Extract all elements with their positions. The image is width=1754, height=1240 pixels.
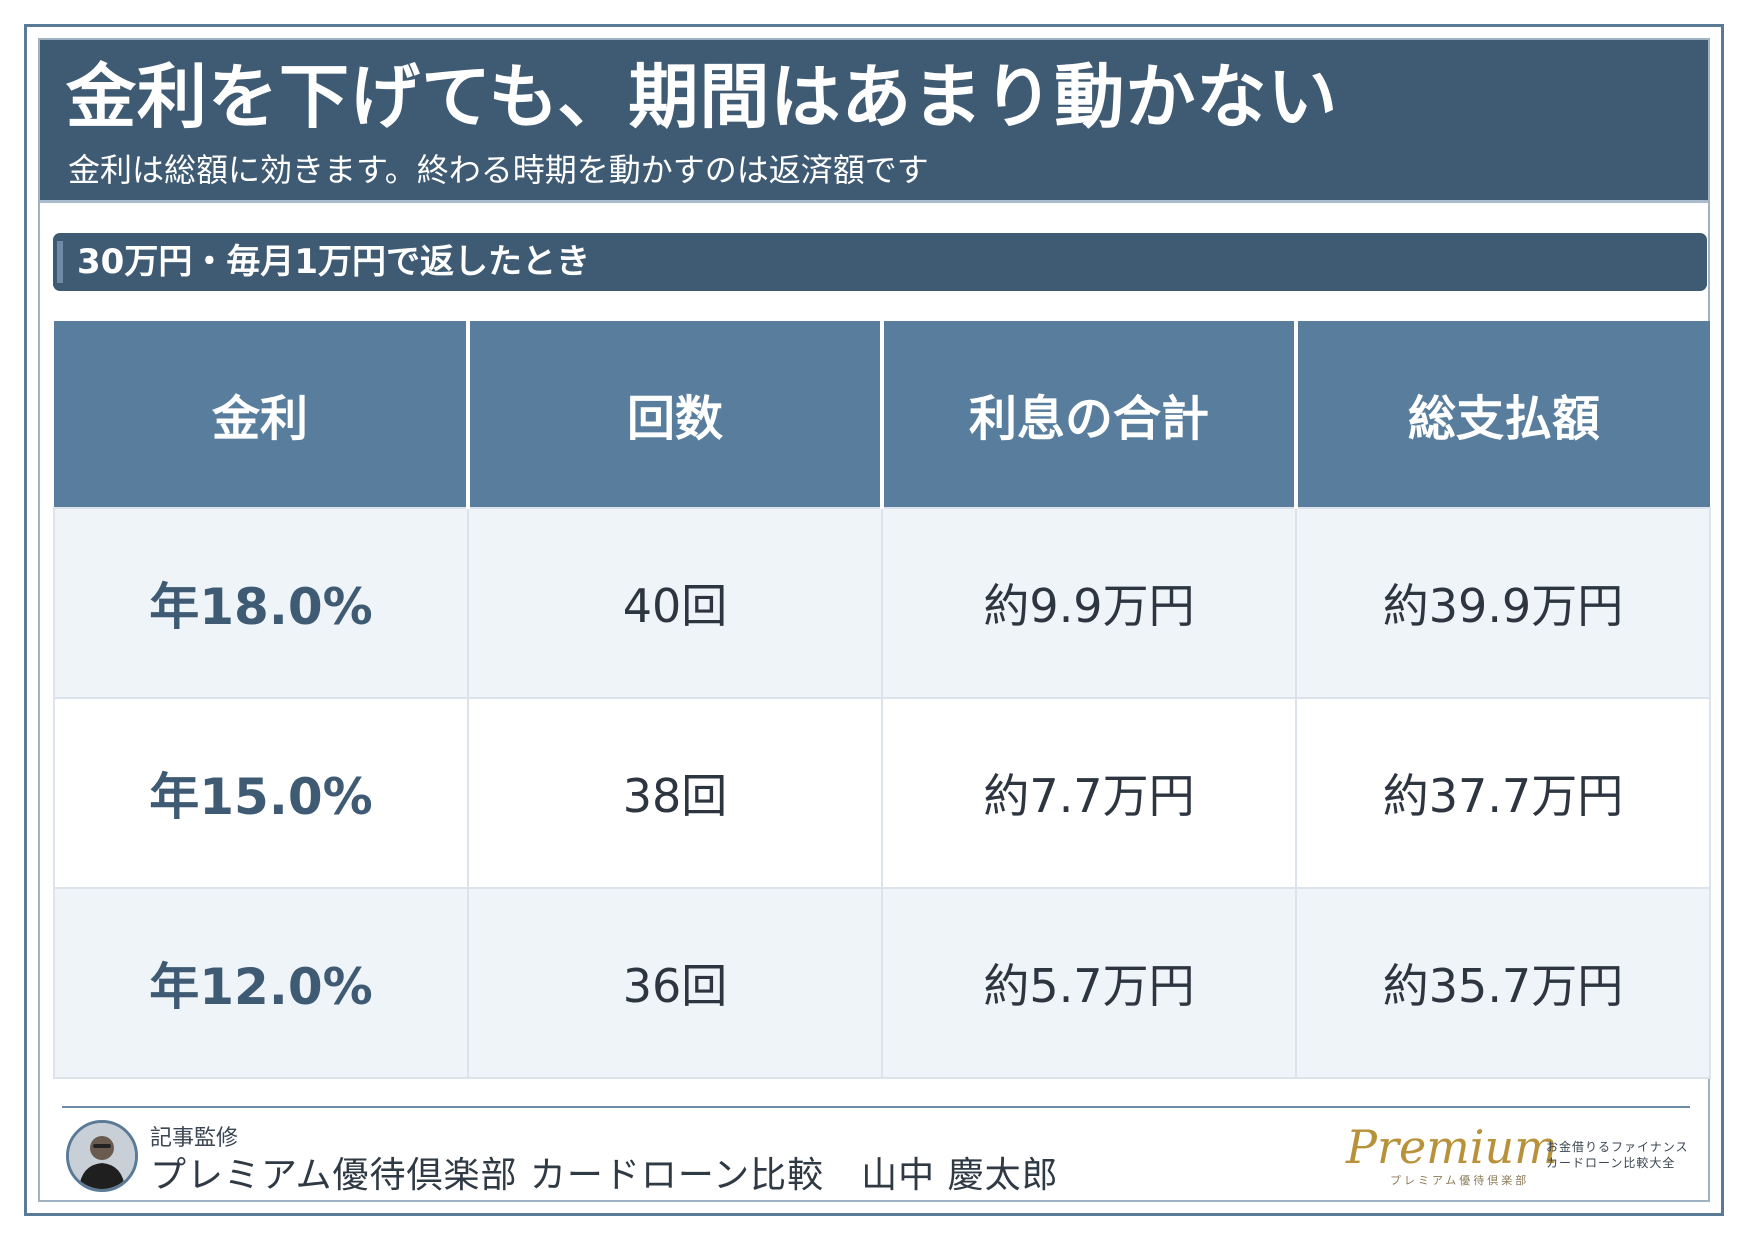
person-icon [69,1123,135,1189]
logo-script-text: Premium [1346,1120,1558,1174]
section-accent [57,241,63,283]
cell-total-payment: 約37.7万円 [1295,697,1711,889]
cell-count: 36回 [467,887,883,1079]
table-row: 年12.0% 36回 約5.7万円 約35.7万円 [53,887,1711,1079]
column-header-rate: 金利 [54,321,470,508]
page-subtitle: 金利は総額に効きます。終わる時期を動かすのは返済額です [68,151,929,189]
page-title: 金利を下げても、期間はあまり動かない [66,56,1339,138]
table-header-row: 金利 回数 利息の合計 総支払額 [54,321,1710,508]
column-header-count: 回数 [468,321,884,508]
logo-subtext: プレミアム優待倶楽部 [1390,1174,1530,1187]
cell-rate: 年12.0% [53,887,469,1079]
cell-rate: 年18.0% [53,507,469,699]
logo-tagline-2: カードローン比較大全 [1546,1156,1676,1170]
cell-interest-total: 約7.7万円 [881,697,1297,889]
table-row: 年15.0% 38回 約7.7万円 約37.7万円 [53,697,1711,889]
footer-divider [62,1106,1690,1108]
cell-total-payment: 約35.7万円 [1295,887,1711,1079]
table-row: 年18.0% 40回 約9.9万円 約39.9万円 [53,507,1711,699]
column-header-interest-total: 利息の合計 [882,321,1298,508]
section-heading-label: 30万円・毎月1万円で返したとき [77,242,590,282]
supervisor-name: プレミアム優待倶楽部 カードローン比較 山中 慶太郎 [150,1155,1059,1196]
column-header-total-payment: 総支払額 [1296,321,1710,508]
brand-logo: Premium プレミアム優待倶楽部 お金借りるファイナンス カードローン比較大… [1346,1120,1689,1194]
cell-interest-total: 約5.7万円 [881,887,1297,1079]
cell-interest-total: 約9.9万円 [881,507,1297,699]
comparison-table: 金利 回数 利息の合計 総支払額 年18.0% 40回 約9.9万円 約39.9… [53,321,1711,1079]
logo-tagline-1: お金借りるファイナンス [1546,1140,1689,1154]
cell-count: 40回 [467,507,883,699]
section-heading: 30万円・毎月1万円で返したとき [53,233,1707,291]
supervision-label: 記事監修 [150,1126,239,1151]
header-banner: 金利を下げても、期間はあまり動かない 金利は総額に効きます。終わる時期を動かすの… [40,40,1708,203]
supervisor-avatar [66,1120,138,1192]
cell-rate: 年15.0% [53,697,469,889]
page-frame: 金利を下げても、期間はあまり動かない 金利は総額に効きます。終わる時期を動かすの… [24,24,1724,1216]
content-area: 金利を下げても、期間はあまり動かない 金利は総額に効きます。終わる時期を動かすの… [38,38,1711,1202]
cell-count: 38回 [467,697,883,889]
cell-total-payment: 約39.9万円 [1295,507,1711,699]
